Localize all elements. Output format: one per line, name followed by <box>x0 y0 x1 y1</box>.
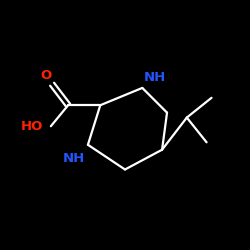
Text: NH: NH <box>63 152 86 165</box>
Text: HO: HO <box>21 120 44 133</box>
Text: O: O <box>40 69 52 82</box>
Text: NH: NH <box>144 71 166 84</box>
